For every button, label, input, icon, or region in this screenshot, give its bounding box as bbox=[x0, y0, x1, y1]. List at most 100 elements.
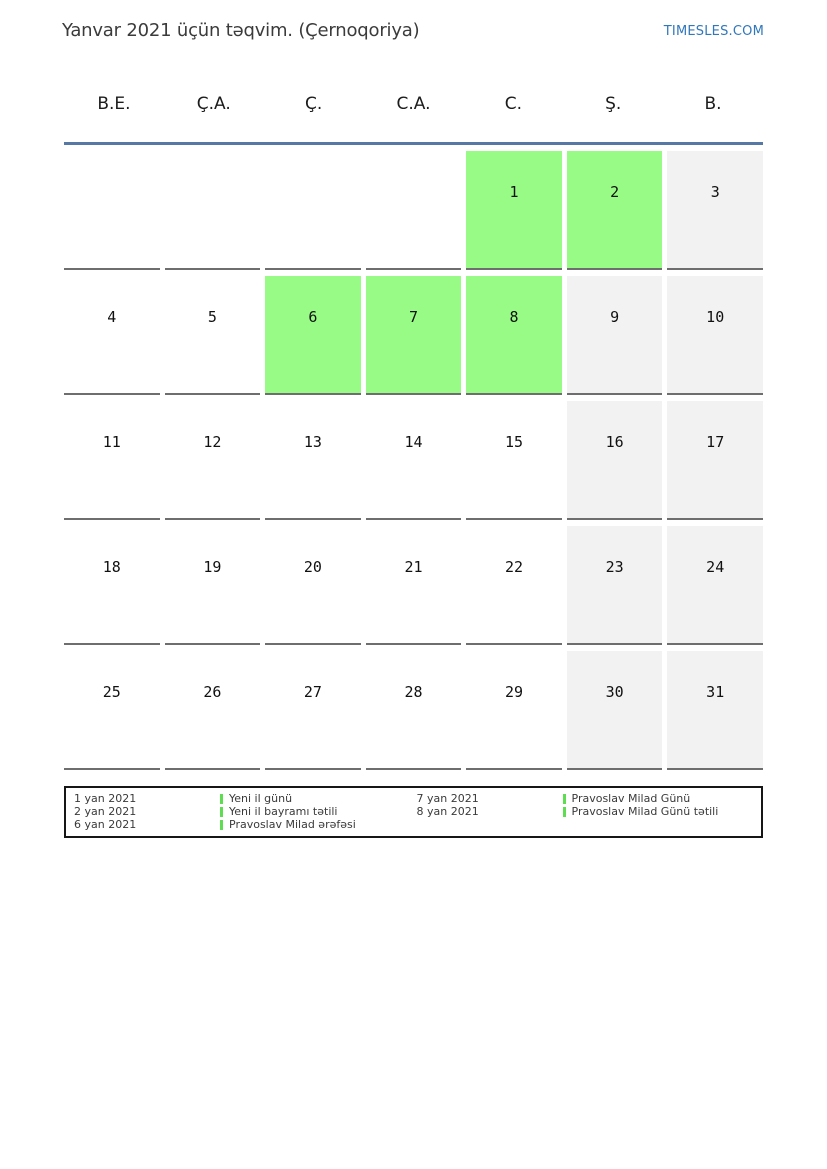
day-number: 4 bbox=[107, 308, 117, 326]
legend-date: 1 yan 2021 bbox=[74, 792, 137, 805]
day-header-tuesday: Ç.A. bbox=[196, 94, 231, 114]
day-header-monday: B.E. bbox=[97, 94, 131, 114]
day-cell-26: 26 bbox=[164, 651, 261, 770]
legend-name-wrap: Pravoslav Milad Günü bbox=[562, 792, 691, 805]
day-header-thursday: C.A. bbox=[396, 94, 431, 114]
legend-left-column: 1 yan 2021 Yeni il günü 2 yan 2021 Yeni … bbox=[74, 792, 411, 831]
day-cell-16: 16 bbox=[566, 401, 663, 520]
page-title: Yanvar 2021 üçün təqvim. (Çernoqoriya) bbox=[62, 20, 420, 41]
legend-holiday-name: Yeni il bayramı tətili bbox=[229, 805, 338, 818]
site-link[interactable]: TIMESLES.COM bbox=[663, 24, 764, 39]
day-header-saturday: Ş. bbox=[605, 94, 622, 114]
legend-right-column: 7 yan 2021 Pravoslav Milad Günü 8 yan 20… bbox=[417, 792, 754, 818]
day-number: 31 bbox=[706, 683, 725, 701]
day-cell-30: 30 bbox=[566, 651, 663, 770]
day-cell-13: 13 bbox=[265, 401, 361, 520]
day-number: 19 bbox=[203, 558, 222, 576]
day-header-friday: C. bbox=[504, 94, 522, 114]
calendar-grid: 1 2 3 4 5 6 7 8 9 10 11 12 13 14 15 16 17 18 19 20 21 22 23 24 2… bbox=[64, 151, 763, 770]
legend-name-wrap: Pravoslav Milad Günü tətili bbox=[562, 805, 719, 818]
legend-holiday-name: Pravoslav Milad Günü tətili bbox=[571, 805, 719, 818]
legend-entry: 7 yan 2021 Pravoslav Milad Günü bbox=[417, 792, 754, 805]
day-cell-31: 31 bbox=[667, 651, 763, 770]
legend-entry: 2 yan 2021 Yeni il bayramı tətili bbox=[74, 805, 411, 818]
day-number: 14 bbox=[404, 433, 423, 451]
day-cell-19: 19 bbox=[164, 526, 261, 645]
holiday-legend: 1 yan 2021 Yeni il günü 2 yan 2021 Yeni … bbox=[64, 786, 763, 838]
header-divider-line bbox=[64, 142, 763, 145]
day-number: 26 bbox=[203, 683, 222, 701]
day-cell-15: 15 bbox=[466, 401, 562, 520]
holiday-marker-icon bbox=[220, 819, 223, 830]
day-cell-21: 21 bbox=[365, 526, 462, 645]
legend-entry: 8 yan 2021 Pravoslav Milad Günü tətili bbox=[417, 805, 754, 818]
day-headers-row: B.E. Ç.A. Ç. C.A. C. Ş. B. bbox=[64, 85, 763, 142]
day-cell-25: 25 bbox=[64, 651, 160, 770]
day-header-wednesday: Ç. bbox=[304, 94, 323, 114]
day-number: 21 bbox=[404, 558, 423, 576]
day-number: 25 bbox=[102, 683, 121, 701]
day-cell-8: 8 bbox=[466, 276, 562, 395]
day-number: 30 bbox=[605, 683, 624, 701]
legend-entry: 1 yan 2021 Yeni il günü bbox=[74, 792, 411, 805]
day-number: 29 bbox=[505, 683, 524, 701]
day-cell-20: 20 bbox=[265, 526, 361, 645]
legend-name-wrap: Pravoslav Milad ərəfəsi bbox=[220, 818, 356, 831]
day-cell-4: 4 bbox=[64, 276, 160, 395]
day-number: 17 bbox=[706, 433, 725, 451]
empty-cell bbox=[265, 151, 361, 270]
day-cell-5: 5 bbox=[164, 276, 261, 395]
day-cell-9: 9 bbox=[566, 276, 663, 395]
day-number: 10 bbox=[706, 308, 725, 326]
day-number: 5 bbox=[207, 308, 217, 326]
day-number: 8 bbox=[509, 308, 519, 326]
empty-cell bbox=[64, 151, 160, 270]
day-number: 6 bbox=[308, 308, 318, 326]
day-cell-28: 28 bbox=[365, 651, 462, 770]
day-number: 23 bbox=[605, 558, 624, 576]
legend-date: 8 yan 2021 bbox=[416, 805, 479, 818]
legend-name-wrap: Yeni il günü bbox=[220, 792, 292, 805]
day-cell-12: 12 bbox=[164, 401, 261, 520]
day-number: 27 bbox=[303, 683, 322, 701]
legend-holiday-name: Yeni il günü bbox=[229, 792, 293, 805]
day-number: 16 bbox=[605, 433, 624, 451]
day-cell-29: 29 bbox=[466, 651, 562, 770]
legend-name-wrap: Yeni il bayramı tətili bbox=[220, 805, 338, 818]
holiday-marker-icon bbox=[562, 793, 566, 804]
day-cell-24: 24 bbox=[667, 526, 763, 645]
day-number: 15 bbox=[505, 433, 524, 451]
day-cell-7: 7 bbox=[365, 276, 462, 395]
day-number: 13 bbox=[303, 433, 322, 451]
day-cell-14: 14 bbox=[365, 401, 462, 520]
day-cell-22: 22 bbox=[466, 526, 562, 645]
legend-holiday-name: Pravoslav Milad ərəfəsi bbox=[229, 818, 356, 831]
day-cell-18: 18 bbox=[64, 526, 160, 645]
legend-holiday-name: Pravoslav Milad Günü bbox=[571, 792, 691, 805]
legend-entry: 6 yan 2021 Pravoslav Milad ərəfəsi bbox=[74, 818, 411, 831]
holiday-marker-icon bbox=[562, 806, 566, 817]
day-cell-10: 10 bbox=[667, 276, 763, 395]
day-header-sunday: B. bbox=[704, 94, 722, 114]
day-number: 22 bbox=[505, 558, 524, 576]
day-cell-11: 11 bbox=[64, 401, 160, 520]
holiday-marker-icon bbox=[220, 806, 223, 817]
day-cell-2: 2 bbox=[566, 151, 663, 270]
day-cell-6: 6 bbox=[265, 276, 361, 395]
legend-date: 6 yan 2021 bbox=[74, 818, 137, 831]
day-number: 7 bbox=[408, 308, 418, 326]
day-number: 11 bbox=[102, 433, 121, 451]
day-cell-1: 1 bbox=[466, 151, 562, 270]
day-number: 24 bbox=[706, 558, 725, 576]
day-number: 18 bbox=[102, 558, 121, 576]
legend-date: 7 yan 2021 bbox=[416, 792, 479, 805]
day-number: 2 bbox=[610, 183, 620, 201]
day-number: 20 bbox=[303, 558, 322, 576]
day-cell-27: 27 bbox=[265, 651, 361, 770]
empty-cell bbox=[164, 151, 261, 270]
day-number: 9 bbox=[610, 308, 620, 326]
day-cell-23: 23 bbox=[566, 526, 663, 645]
holiday-marker-icon bbox=[220, 793, 223, 804]
calendar: B.E. Ç.A. Ç. C.A. C. Ş. B. 1 2 3 4 5 6 7 8 9 10 11… bbox=[64, 85, 763, 770]
